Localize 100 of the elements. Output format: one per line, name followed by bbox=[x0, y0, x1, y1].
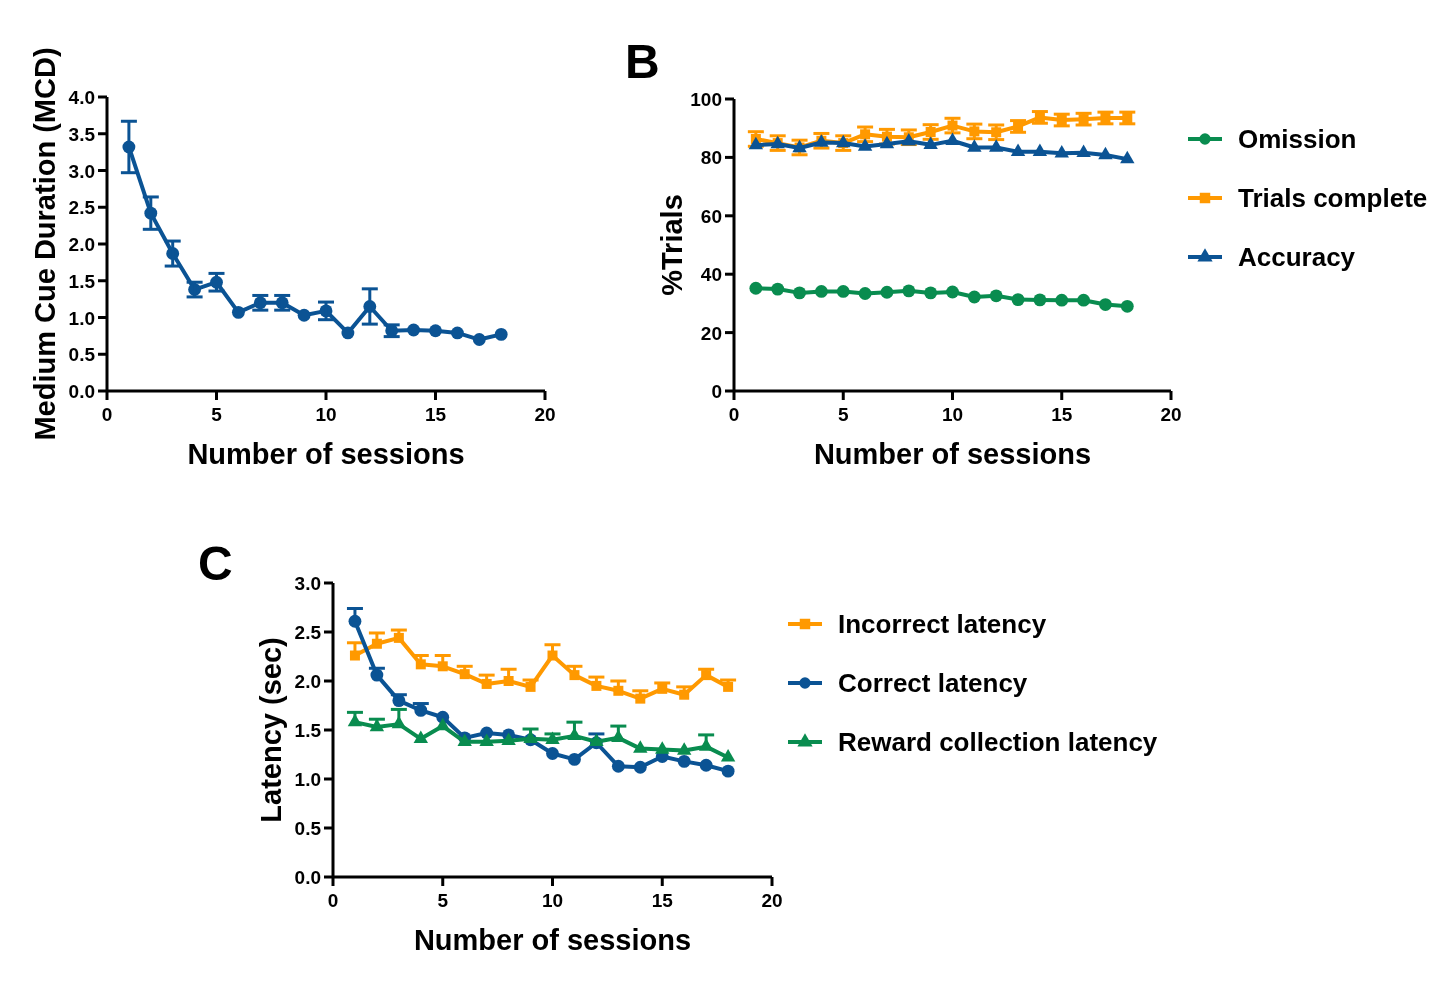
point bbox=[413, 730, 429, 743]
point bbox=[546, 747, 559, 760]
point bbox=[450, 326, 464, 340]
y-tick-label: 1.0 bbox=[68, 307, 95, 329]
y-tick-label: 3.0 bbox=[294, 573, 321, 594]
legend-label: Trials complete bbox=[1238, 183, 1428, 213]
point bbox=[857, 138, 873, 151]
x-tick-label: 15 bbox=[651, 890, 674, 911]
point bbox=[1099, 298, 1112, 311]
point bbox=[393, 632, 404, 643]
point bbox=[720, 749, 736, 762]
y-tick-label: 2.5 bbox=[68, 197, 96, 219]
point bbox=[676, 742, 692, 755]
point bbox=[231, 305, 245, 319]
legend-label: Accuracy bbox=[1238, 242, 1356, 272]
point bbox=[503, 676, 514, 686]
x-axis-title: Number of sessions bbox=[413, 924, 692, 956]
point bbox=[699, 758, 713, 772]
point bbox=[415, 659, 426, 670]
point bbox=[633, 760, 647, 774]
point bbox=[924, 286, 938, 300]
point bbox=[459, 669, 470, 680]
x-tick-label: 10 bbox=[941, 404, 964, 425]
point bbox=[481, 678, 492, 689]
x-tick-label: 0 bbox=[728, 404, 740, 425]
point bbox=[568, 752, 581, 766]
legend-label: Correct latency bbox=[838, 668, 1028, 698]
point bbox=[793, 286, 806, 300]
y-tick-label: 3.5 bbox=[68, 123, 96, 145]
point bbox=[435, 717, 450, 731]
legend-label: Reward collection latency bbox=[838, 727, 1158, 757]
y-tick-label: 4.0 bbox=[68, 87, 95, 108]
point bbox=[1034, 112, 1045, 123]
point bbox=[947, 120, 958, 131]
point bbox=[721, 764, 735, 778]
point bbox=[836, 285, 850, 298]
point bbox=[1077, 293, 1091, 307]
point bbox=[814, 285, 828, 298]
point bbox=[657, 683, 668, 694]
point bbox=[613, 685, 624, 696]
x-tick-label: 0 bbox=[101, 404, 113, 425]
point bbox=[635, 693, 646, 704]
y-axis-title: %Trials bbox=[656, 194, 688, 296]
point bbox=[860, 129, 871, 140]
point bbox=[341, 326, 355, 340]
point bbox=[902, 284, 916, 298]
point bbox=[991, 127, 1002, 138]
point bbox=[407, 323, 421, 337]
point bbox=[749, 281, 763, 295]
chart-title: C bbox=[198, 537, 233, 590]
legend-label: Omission bbox=[1238, 124, 1357, 154]
point bbox=[591, 680, 602, 691]
y-tick-label: 2.0 bbox=[294, 671, 321, 692]
x-tick-label: 5 bbox=[837, 404, 849, 425]
point bbox=[701, 670, 712, 681]
point bbox=[501, 732, 516, 745]
point bbox=[1098, 146, 1113, 160]
y-tick-label: 0.5 bbox=[294, 818, 322, 839]
point bbox=[679, 689, 690, 700]
point bbox=[967, 290, 981, 304]
y-tick-label: 3.0 bbox=[68, 160, 95, 182]
x-tick-label: 0 bbox=[327, 890, 339, 911]
point bbox=[371, 638, 382, 649]
legend-label: Incorrect latency bbox=[838, 609, 1047, 639]
point bbox=[494, 327, 508, 341]
y-tick-label: 0.0 bbox=[294, 867, 321, 888]
point bbox=[633, 740, 648, 753]
x-tick-label: 20 bbox=[761, 890, 783, 911]
point bbox=[1076, 144, 1091, 157]
point bbox=[836, 134, 851, 148]
y-tick-label: 2.0 bbox=[68, 234, 95, 255]
x-tick-label: 20 bbox=[534, 404, 556, 425]
y-tick-label: 20 bbox=[700, 322, 722, 344]
y-tick-label: 0 bbox=[711, 381, 722, 402]
y-tick-label: 2.5 bbox=[294, 622, 322, 643]
y-axis-title: Latency (sec) bbox=[255, 637, 287, 823]
point bbox=[547, 650, 558, 661]
point bbox=[771, 282, 785, 296]
point bbox=[923, 136, 938, 150]
x-tick-label: 10 bbox=[541, 890, 564, 911]
point bbox=[945, 132, 960, 145]
y-tick-label: 0.5 bbox=[68, 344, 96, 366]
y-tick-label: 1.5 bbox=[294, 720, 322, 741]
point bbox=[655, 741, 670, 754]
point bbox=[925, 127, 936, 137]
y-tick-label: 100 bbox=[690, 89, 722, 110]
point bbox=[479, 733, 494, 746]
point bbox=[437, 661, 448, 672]
point bbox=[748, 136, 764, 150]
y-tick-label: 1.5 bbox=[68, 270, 96, 292]
y-tick-label: 80 bbox=[700, 147, 722, 169]
point bbox=[429, 324, 442, 338]
point bbox=[1120, 150, 1135, 164]
x-tick-label: 15 bbox=[424, 404, 447, 425]
point bbox=[1010, 143, 1026, 157]
point bbox=[879, 135, 895, 149]
point bbox=[349, 650, 360, 661]
point bbox=[946, 285, 959, 299]
x-axis-title: Number of sessions bbox=[813, 438, 1092, 470]
point bbox=[472, 333, 486, 346]
